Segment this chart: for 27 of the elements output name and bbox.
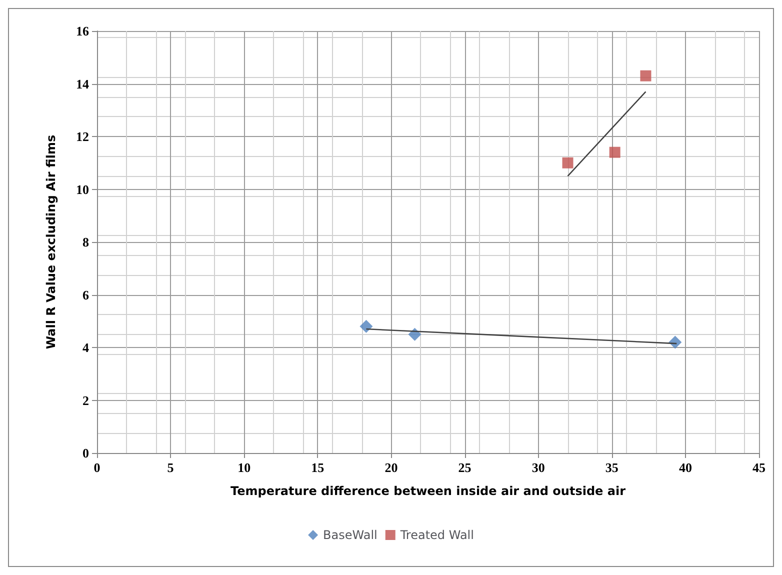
legend-label: Treated Wall: [399, 528, 474, 542]
x-tick-label: 30: [532, 460, 545, 475]
y-tick-label: 2: [82, 392, 89, 408]
y-tick-label: 6: [82, 287, 90, 302]
x-tick-label: 0: [94, 460, 100, 475]
x-tick-label: 40: [678, 460, 692, 475]
x-axis-title: Temperature difference between inside air and outside air: [230, 484, 626, 498]
x-tick-label: 35: [605, 460, 619, 475]
point: [360, 320, 373, 333]
y-axis-title: Wall R Value excluding Air films: [44, 134, 58, 350]
x-tick-label: 20: [384, 460, 398, 475]
y-tick-label: 10: [76, 182, 89, 197]
point: [609, 146, 620, 158]
x-tick-label: 45: [752, 460, 766, 475]
y-tick-label: 16: [76, 24, 90, 38]
y-tick-label: 14: [76, 76, 90, 92]
x-tick-label: 25: [458, 460, 472, 475]
x-tick-label: 10: [238, 460, 251, 475]
y-tick-label: 8: [82, 234, 90, 250]
legend-label: BaseWall: [323, 528, 378, 542]
y-tick-label: 0: [82, 446, 89, 460]
point: [562, 157, 574, 168]
x-tick-label: 15: [311, 460, 325, 475]
x-tick-label: 5: [167, 460, 174, 475]
point: [640, 70, 652, 82]
y-tick-label: 12: [76, 129, 89, 144]
y-tick-label: 4: [82, 340, 90, 355]
